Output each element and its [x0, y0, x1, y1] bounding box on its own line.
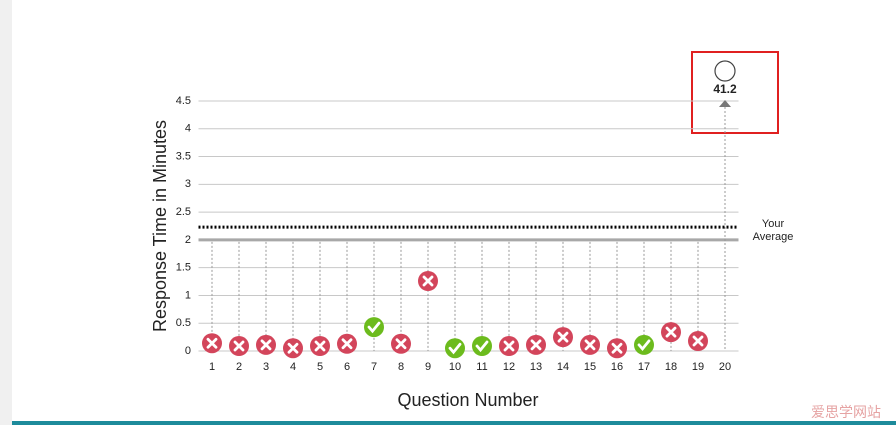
bottom-bar [12, 421, 896, 425]
check-icon [367, 321, 381, 334]
x-tick-label: 3 [263, 361, 269, 373]
x-icon [503, 340, 515, 352]
x-tick-label: 13 [530, 361, 542, 373]
x-tick-label: 19 [692, 361, 704, 373]
point [607, 338, 627, 359]
x-tick-label: 12 [503, 361, 515, 373]
point [202, 333, 222, 354]
point [553, 327, 573, 348]
x-axis-label: Question Number [397, 390, 538, 410]
x-tick-label: 1 [209, 361, 215, 373]
point [310, 336, 330, 356]
check-icon [448, 342, 462, 355]
point [256, 334, 276, 355]
y-axis-label: Response Time in Minutes [150, 120, 170, 332]
point [526, 334, 546, 355]
point [391, 333, 411, 354]
point [714, 60, 736, 82]
x-icon [584, 339, 596, 351]
x-icon [395, 338, 407, 350]
x-tick-label: 16 [611, 361, 623, 373]
y-tick-label: 3.5 [176, 150, 191, 162]
x-tick-label: 2 [236, 361, 242, 373]
x-icon [665, 326, 677, 338]
x-tick-label: 20 [719, 361, 731, 373]
x-tick-label: 11 [476, 361, 487, 373]
point [229, 336, 249, 356]
x-icon [287, 342, 299, 354]
side-strip [0, 0, 12, 425]
x-tick-label: 18 [665, 361, 677, 373]
y-tick-label: 1.5 [176, 262, 191, 274]
x-tick-label: 4 [290, 361, 296, 373]
x-icon [422, 275, 434, 287]
overflow-value-label: 41.2 [713, 82, 737, 96]
point [283, 338, 303, 359]
x-tick-label: 8 [398, 361, 404, 373]
x-tick-label: 9 [425, 361, 431, 373]
x-icon [530, 339, 542, 351]
y-tick-label: 3 [185, 178, 191, 190]
x-icon [233, 340, 245, 352]
x-icon [260, 339, 272, 351]
x-icon [341, 338, 353, 350]
point [337, 333, 357, 354]
x-icon [557, 331, 569, 343]
point [445, 338, 465, 359]
y-tick-label: 1 [185, 289, 191, 301]
point [634, 334, 654, 355]
point [661, 322, 681, 343]
y-tick-label: 0.5 [176, 317, 191, 329]
y-tick-label: 2 [185, 234, 191, 246]
overflow-arrow [719, 100, 731, 107]
x-icon [206, 337, 218, 349]
y-tick-label: 4 [185, 123, 191, 135]
point [499, 336, 519, 356]
check-icon [475, 340, 489, 353]
x-tick-label: 5 [317, 361, 323, 373]
x-tick-label: 15 [584, 361, 596, 373]
x-tick-label: 10 [449, 361, 461, 373]
x-tick-label: 17 [638, 361, 650, 373]
point [418, 271, 438, 291]
x-icon [611, 342, 623, 354]
watermark: 爱思学网站 [811, 404, 881, 420]
point [580, 334, 600, 355]
point [688, 331, 708, 351]
point [364, 317, 384, 338]
check-icon [637, 339, 651, 352]
x-tick-label: 7 [371, 361, 377, 373]
x-icon [314, 340, 326, 352]
y-tick-label: 2.5 [176, 206, 191, 218]
highlight-box [691, 51, 779, 134]
average-label: Your Average [752, 218, 794, 243]
y-tick-label: 4.5 [176, 95, 191, 107]
x-tick-label: 6 [344, 361, 350, 373]
y-tick-label: 0 [185, 345, 191, 357]
x-icon [692, 335, 704, 347]
x-tick-label: 14 [557, 361, 569, 373]
point-circle [714, 60, 736, 82]
point [472, 336, 492, 356]
